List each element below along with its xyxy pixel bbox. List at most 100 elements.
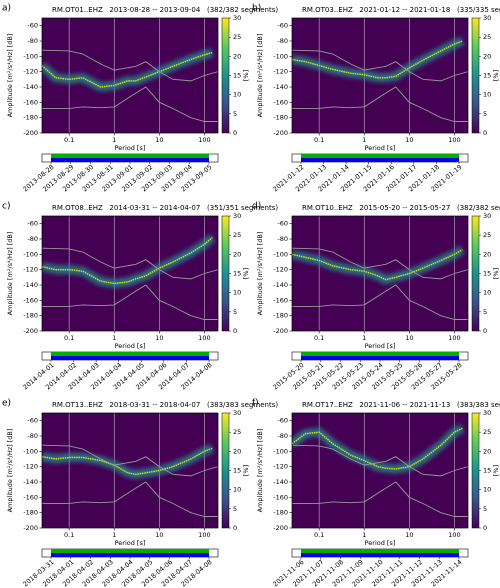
x-tick-label: 0.1 — [64, 334, 74, 342]
x-axis-label: Period [s] — [115, 144, 146, 152]
y-axis-label: Amplitude [m²/s⁴/Hz] [dB] — [6, 429, 14, 513]
panel-label: e) — [2, 399, 11, 409]
y-tick-label: -160 — [273, 98, 288, 106]
y-tick-label: -60 — [277, 22, 288, 30]
colorbar-tick-label: 20 — [483, 447, 491, 455]
panel: f) RM.OT17..EHZ 2021-11-06 -- 2021-11-13 … — [252, 399, 500, 588]
noise-model — [292, 481, 468, 517]
y-tick-label: -60 — [277, 220, 288, 228]
panel-title: RM.OT13..EHZ 2018-03-31 -- 2018-04-07 (3… — [52, 401, 278, 409]
x-tick-label: 100 — [448, 531, 460, 539]
colorbar-tick-label: 20 — [233, 447, 241, 455]
colorbar-tick-label: 5 — [233, 308, 237, 316]
x-tick-label: 10 — [155, 334, 163, 342]
y-tick-label: -80 — [277, 432, 288, 440]
timeline-data — [301, 158, 459, 162]
y-tick-label: -140 — [23, 281, 38, 289]
x-tick-label: 1 — [362, 531, 366, 539]
colorbar-label: [%] — [242, 465, 250, 476]
y-tick-label: -120 — [23, 463, 38, 471]
colorbar-tick-label: 20 — [483, 52, 491, 60]
y-tick-label: -200 — [23, 524, 38, 532]
colorbar-tick-label: 25 — [233, 33, 241, 41]
noise-model — [292, 247, 468, 280]
panel-label: c) — [2, 202, 10, 212]
plot-area — [292, 413, 468, 528]
x-axis-label: Period [s] — [115, 539, 146, 547]
colorbar-label: [%] — [492, 70, 500, 81]
x-tick-label: 0.1 — [314, 136, 324, 144]
colorbar-tick-label: 30 — [483, 212, 491, 220]
colorbar-tick-label: 5 — [233, 110, 237, 118]
colorbar-tick-label: 10 — [233, 91, 241, 99]
y-tick-label: -120 — [273, 68, 288, 76]
y-tick-label: -140 — [273, 478, 288, 486]
timeline-coverage — [301, 154, 459, 158]
plot-frame — [291, 17, 469, 134]
colorbar-tick-label: 30 — [233, 409, 241, 417]
plot-area — [292, 18, 468, 133]
colorbar-tick-label: 5 — [483, 505, 487, 513]
colorbar-tick-label: 10 — [483, 486, 491, 494]
y-tick-label: -100 — [23, 52, 38, 60]
colorbar-tick-label: 20 — [233, 250, 241, 258]
y-tick-label: -100 — [23, 250, 38, 258]
x-tick-label: 0.1 — [314, 334, 324, 342]
colorbar — [471, 215, 480, 332]
y-tick-label: -100 — [273, 447, 288, 455]
panel-title: RM.OT10..EHZ 2015-05-20 -- 2015-05-27 (3… — [302, 204, 500, 212]
colorbar-tick-label: 0 — [483, 524, 487, 532]
mode-line — [292, 249, 463, 281]
x-tick-label: 1 — [112, 136, 116, 144]
panel-title: RM.OT17..EHZ 2021-11-06 -- 2021-11-13 (3… — [302, 401, 500, 409]
colorbar-tick-label: 15 — [483, 72, 491, 80]
mode-line — [42, 447, 213, 476]
panel-title: RM.OT03..EHZ 2021-01-12 -- 2021-01-18 (3… — [302, 6, 500, 14]
colorbar-tick-label: 0 — [483, 327, 487, 335]
colorbar — [221, 412, 230, 529]
colorbar-tick-label: 5 — [233, 505, 237, 513]
x-axis-label: Period [s] — [115, 342, 146, 350]
y-tick-label: -120 — [23, 266, 38, 274]
panel-label: f) — [252, 399, 259, 409]
colorbar-tick-label: 0 — [483, 129, 487, 137]
x-tick-label: 1 — [362, 136, 366, 144]
panel: d) RM.OT10..EHZ 2015-05-20 -- 2015-05-27 … — [252, 202, 500, 392]
y-axis-label: Amplitude [m²/s⁴/Hz] [dB] — [6, 34, 14, 118]
y-tick-label: -160 — [23, 296, 38, 304]
colorbar-tick-label: 0 — [233, 129, 237, 137]
x-axis-label: Period [s] — [365, 342, 396, 350]
x-axis-label: Period [s] — [365, 539, 396, 547]
panel: b) RM.OT03..EHZ 2021-01-12 -- 2021-01-18 … — [252, 4, 500, 194]
colorbar-tick-label: 10 — [483, 91, 491, 99]
x-tick-label: 100 — [198, 531, 210, 539]
plot-area — [42, 413, 218, 528]
noise-model — [42, 444, 218, 477]
panel: c) RM.OT08..EHZ 2014-03-31 -- 2014-04-07 … — [2, 202, 278, 392]
y-tick-label: -200 — [23, 129, 38, 137]
panel: a) RM.OT01..EHZ 2013-08-28 -- 2013-09-04 … — [2, 4, 278, 194]
y-tick-label: -140 — [273, 281, 288, 289]
x-tick-label: 100 — [448, 136, 460, 144]
noise-model — [42, 86, 218, 122]
noise-model — [42, 247, 218, 280]
y-tick-label: -60 — [277, 417, 288, 425]
mode-line — [292, 427, 463, 470]
colorbar-label: [%] — [492, 465, 500, 476]
timeline-data — [51, 356, 209, 360]
colorbar-tick-label: 25 — [233, 231, 241, 239]
noise-model — [42, 481, 218, 517]
colorbar-tick-label: 5 — [483, 110, 487, 118]
mode-line — [292, 40, 463, 79]
colorbar-tick-label: 30 — [483, 14, 491, 22]
colorbar-tick-label: 0 — [233, 327, 237, 335]
plot-frame — [291, 215, 469, 332]
y-tick-label: -140 — [273, 83, 288, 91]
colorbar-tick-label: 5 — [483, 308, 487, 316]
y-tick-label: -180 — [23, 312, 38, 320]
y-tick-label: -80 — [277, 37, 288, 45]
noise-model — [42, 284, 218, 320]
plot-frame — [41, 412, 219, 529]
y-tick-label: -60 — [27, 22, 38, 30]
x-tick-label: 10 — [155, 136, 163, 144]
